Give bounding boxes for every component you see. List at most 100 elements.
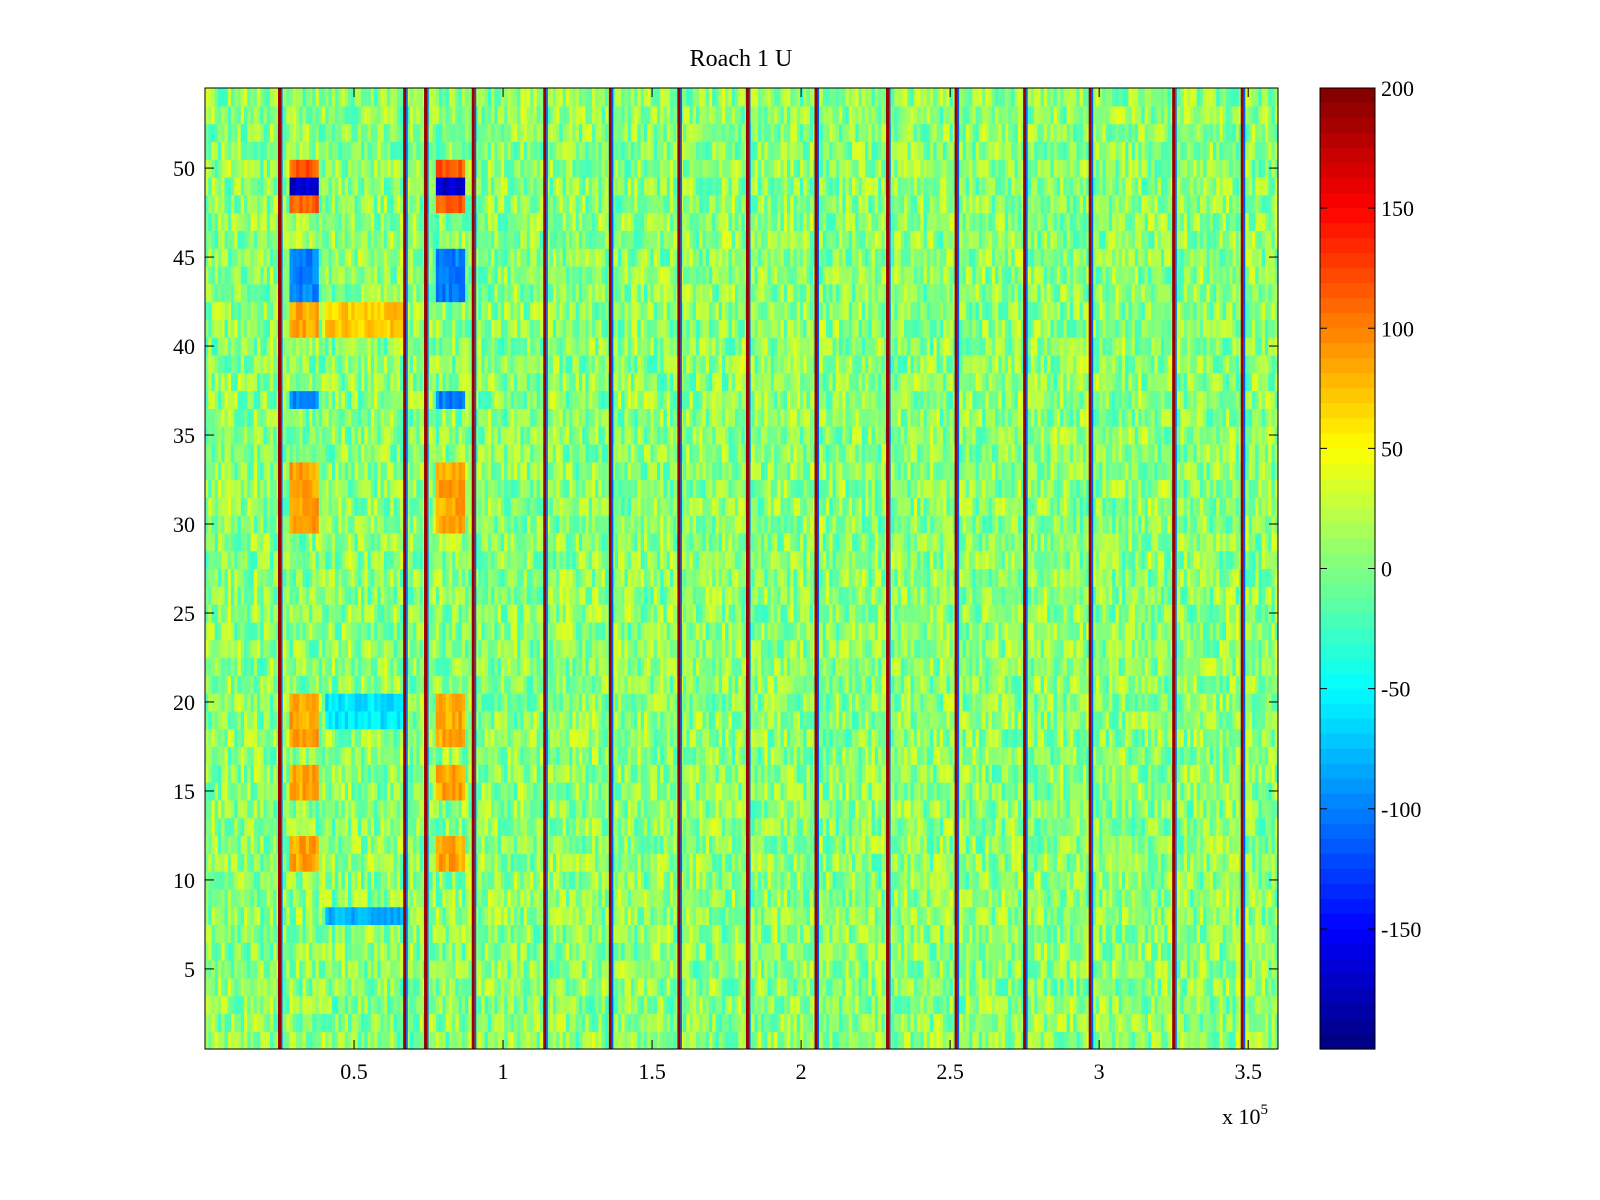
heatmap-cell	[595, 1013, 600, 1032]
heatmap-cell	[1043, 888, 1048, 908]
heatmap-cell	[526, 942, 531, 961]
heatmap-cell	[1134, 1031, 1139, 1050]
heatmap-cell	[517, 871, 521, 890]
heatmap-cell	[780, 782, 785, 801]
heatmap-cell	[565, 977, 570, 997]
heatmap-cell	[962, 782, 967, 801]
heatmap-cell	[1053, 853, 1058, 872]
heatmap-cell	[1037, 1031, 1042, 1050]
heatmap-cell	[627, 960, 632, 979]
heatmap-cell	[419, 977, 424, 997]
heatmap-cell	[946, 960, 951, 979]
heatmap-cell	[1027, 799, 1032, 819]
heatmap-cell	[663, 888, 668, 908]
heatmap-cell	[452, 888, 456, 908]
heatmap-cell	[754, 942, 759, 961]
heatmap-cell	[536, 960, 541, 979]
heatmap-cell	[396, 817, 401, 837]
heatmap-cell	[806, 995, 811, 1015]
heatmap-cell	[218, 764, 222, 783]
heatmap-cell	[1177, 888, 1182, 908]
heatmap-cell	[526, 782, 531, 801]
heatmap-cell	[839, 835, 843, 854]
heatmap-cell	[1073, 1031, 1077, 1050]
heatmap-cell	[1167, 871, 1172, 890]
heatmap-cell	[1160, 942, 1165, 961]
heatmap-cell	[656, 924, 661, 943]
heatmap-cell	[881, 817, 886, 837]
heatmap-cell	[582, 1013, 587, 1032]
heatmap-cell	[270, 888, 274, 908]
heatmap-cell	[494, 942, 499, 961]
heatmap-cell	[757, 853, 762, 872]
heatmap-cell	[227, 960, 232, 979]
heatmap-cell	[774, 1013, 778, 1032]
heatmap-cell	[939, 853, 944, 872]
heatmap-cell	[741, 888, 746, 908]
heatmap-cell	[852, 799, 856, 819]
heatmap-cell	[500, 799, 505, 819]
heatmap-cell	[221, 782, 226, 801]
heatmap-cell	[549, 853, 554, 872]
heatmap-cell	[419, 995, 424, 1015]
heatmap-cell	[240, 977, 245, 997]
heatmap-cell	[442, 960, 447, 979]
heatmap-cell	[1108, 960, 1113, 979]
heatmap-cell	[783, 942, 788, 961]
heatmap-cell	[335, 799, 339, 819]
heatmap-cell	[637, 782, 642, 801]
heatmap-cell	[917, 1013, 921, 1032]
heatmap-cell	[1183, 888, 1188, 908]
heatmap-cell	[926, 906, 931, 926]
heatmap-cell	[211, 817, 216, 837]
heatmap-cell	[266, 960, 271, 979]
heatmap-cell	[819, 782, 824, 801]
heatmap-cell	[637, 799, 642, 819]
heatmap-cell	[627, 942, 632, 961]
heatmap-cell	[904, 1013, 908, 1032]
heatmap-cell	[611, 782, 616, 801]
heatmap-cell	[257, 871, 261, 890]
heatmap-cell	[647, 817, 652, 837]
heatmap-cell	[400, 782, 404, 801]
heatmap-cell	[396, 799, 401, 819]
heatmap-cell	[650, 817, 655, 837]
heatmap-cell	[221, 871, 226, 890]
heatmap-cell	[930, 782, 934, 801]
heatmap-cell	[900, 906, 905, 926]
heatmap-cell	[491, 906, 495, 926]
heatmap-cell	[699, 888, 704, 908]
heatmap-cell	[682, 906, 687, 926]
heatmap-cell	[621, 782, 626, 801]
heatmap-cell	[312, 977, 317, 997]
heatmap-cell	[699, 960, 704, 979]
heatmap-cell	[790, 799, 795, 819]
heatmap-cell	[845, 817, 850, 837]
heatmap-cell	[1147, 817, 1152, 837]
heatmap-cell	[735, 835, 739, 854]
heatmap-cell	[231, 960, 235, 979]
heatmap-cell	[406, 799, 411, 819]
heatmap-cell	[695, 906, 700, 926]
heatmap-cell	[1102, 906, 1107, 926]
heatmap-cell	[1060, 995, 1064, 1015]
heatmap-cell	[796, 799, 801, 819]
heatmap-cell	[497, 871, 502, 890]
heatmap-cell	[1066, 817, 1071, 837]
heatmap-cell	[270, 924, 274, 943]
heatmap-cell	[409, 960, 414, 979]
heatmap-cell	[448, 942, 453, 961]
heatmap-cell	[1014, 942, 1019, 961]
heatmap-cell	[487, 924, 492, 943]
heatmap-cell	[1050, 995, 1055, 1015]
heatmap-cell	[504, 942, 508, 961]
heatmap-cell	[481, 960, 486, 979]
heatmap-cell	[455, 782, 460, 801]
heatmap-cell	[419, 924, 424, 943]
heatmap-cell	[995, 799, 999, 819]
heatmap-cell	[904, 924, 908, 943]
heatmap-cell	[439, 1031, 443, 1050]
heatmap-cell	[871, 977, 876, 997]
heatmap-cell	[565, 942, 570, 961]
heatmap-cell	[1066, 942, 1071, 961]
